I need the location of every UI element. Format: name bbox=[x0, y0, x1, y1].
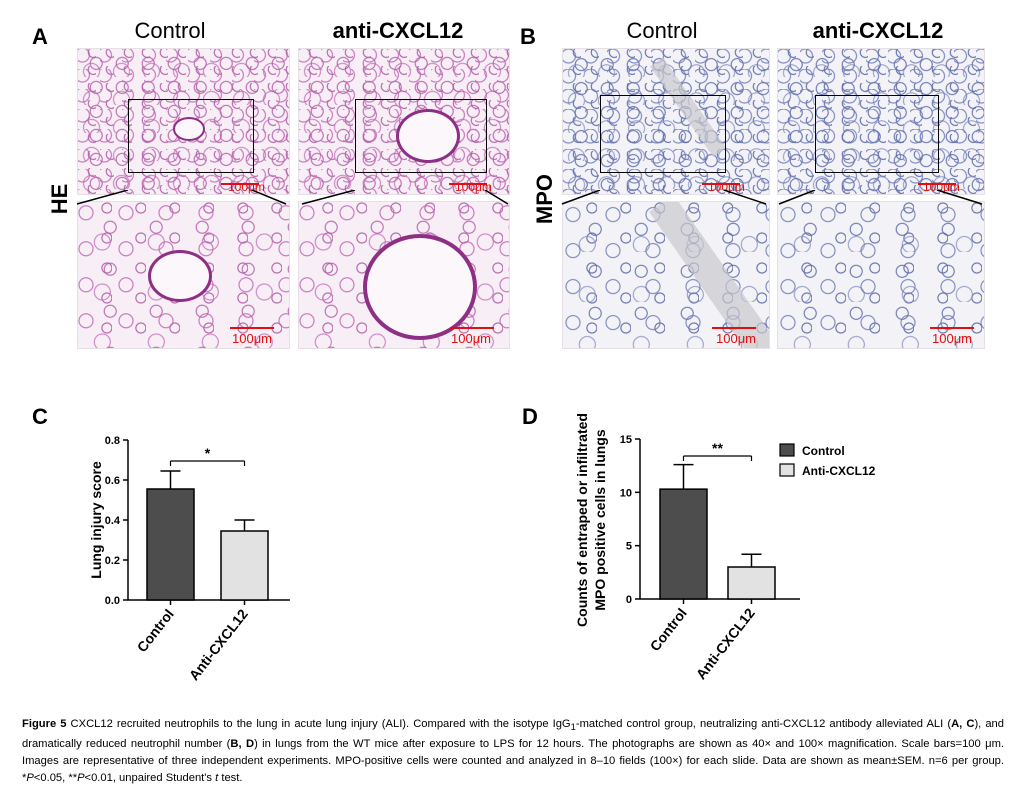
caption-label: Figure 5 bbox=[22, 718, 67, 730]
significance-marker: ** bbox=[712, 440, 723, 456]
bar bbox=[146, 488, 195, 601]
panel-label-c: C bbox=[32, 404, 48, 429]
y-axis-label: Lung injury score bbox=[88, 461, 104, 579]
scale-label: 100μm bbox=[716, 331, 757, 346]
scale-label: 100μm bbox=[451, 331, 492, 346]
bar bbox=[727, 566, 776, 600]
figure-caption: Figure 5 CXCL12 recruited neutrophils to… bbox=[22, 716, 1004, 787]
y-tick-label: 0.0 bbox=[105, 595, 120, 607]
caption-ref-sep: , bbox=[959, 718, 967, 730]
he-anti-cxcl12-zoom-image bbox=[298, 201, 510, 349]
he-anti-cxcl12-overview-image bbox=[298, 48, 510, 195]
scale-label: 100μm bbox=[232, 331, 273, 346]
scale-bar bbox=[230, 327, 274, 329]
mpo-control-zoom-image bbox=[562, 201, 770, 349]
panel-b-col-title-anti-cxcl12: anti-CXCL12 bbox=[812, 18, 944, 43]
caption-text: test. bbox=[218, 772, 243, 785]
scale-label: 100μm bbox=[708, 180, 745, 194]
scale-bar bbox=[918, 183, 956, 185]
y-tick-label: 0.6 bbox=[105, 475, 120, 487]
scale-bar bbox=[221, 183, 259, 185]
scale-bar bbox=[450, 327, 494, 329]
caption-subscript: 1 bbox=[570, 722, 576, 733]
mpo-control-zoom-box bbox=[600, 95, 726, 173]
y-axis-label: MPO positive cells in lungs bbox=[592, 429, 608, 610]
significance-marker: * bbox=[205, 445, 211, 461]
bar bbox=[220, 530, 269, 601]
caption-text: ) in lungs from the WT mice after exposu… bbox=[22, 738, 1004, 785]
panel-b-col-title-control: Control bbox=[626, 18, 698, 43]
mpo-anti-cxcl12-overview-image bbox=[777, 48, 985, 195]
panel-a-col-title-anti-cxcl12: anti-CXCL12 bbox=[332, 18, 464, 43]
legend-swatch bbox=[779, 443, 795, 457]
panel-label-b: B bbox=[520, 24, 536, 49]
caption-ref: C bbox=[966, 718, 975, 730]
y-tick-label: 5 bbox=[626, 541, 632, 553]
mpo-anti-cxcl12-zoom-box bbox=[815, 95, 939, 173]
bar bbox=[659, 488, 708, 600]
y-tick-label: 10 bbox=[620, 487, 632, 499]
y-tick-label: 15 bbox=[620, 434, 632, 446]
x-tick-label: Anti-CXCL12 bbox=[693, 605, 758, 682]
caption-italic: t bbox=[215, 772, 219, 785]
caption-italic: P bbox=[77, 772, 85, 785]
x-tick-label: Anti-CXCL12 bbox=[186, 606, 251, 683]
legend-swatch bbox=[779, 463, 795, 477]
he-control-zoom-box bbox=[128, 99, 254, 173]
caption-ref: A bbox=[951, 718, 960, 730]
x-tick-label: Control bbox=[647, 605, 690, 654]
caption-text: ), and dramatically reduced neutrophil n… bbox=[22, 718, 1005, 751]
y-tick-label: 0 bbox=[626, 594, 632, 606]
mpo-anti-cxcl12-zoom-image bbox=[777, 201, 985, 349]
he-control-zoom-image bbox=[77, 201, 290, 349]
panel-a-zoom-connectors bbox=[76, 190, 509, 205]
scale-label: 100μm bbox=[923, 180, 960, 194]
scale-bar bbox=[930, 327, 974, 329]
mpo-control-overview-image bbox=[562, 48, 770, 195]
y-tick-label: 0.2 bbox=[105, 555, 120, 567]
legend-label: Anti-CXCL12 bbox=[802, 464, 876, 478]
panel-a-col-title-control: Control bbox=[134, 18, 206, 43]
caption-ref: D bbox=[245, 738, 255, 751]
caption-ref-sep: , bbox=[238, 738, 246, 751]
caption-text: -matched control group, neutralizing ant… bbox=[575, 718, 952, 730]
scale-label: 100μm bbox=[455, 180, 492, 194]
caption-ref: B bbox=[230, 738, 239, 751]
legend-label: Control bbox=[802, 444, 845, 458]
scale-bar bbox=[712, 327, 756, 329]
caption-text: CXCL12 recruited neutrophils to the lung… bbox=[66, 718, 571, 730]
panel-label-d: D bbox=[522, 404, 538, 429]
y-tick-label: 0.8 bbox=[105, 435, 120, 447]
x-tick-label: Control bbox=[134, 606, 177, 655]
y-axis-label: Counts of entraped or infiltrated bbox=[574, 413, 590, 627]
panel-b-zoom-connectors bbox=[561, 190, 983, 205]
panel-label-a: A bbox=[32, 24, 48, 49]
scale-label: 100μm bbox=[228, 180, 265, 194]
caption-text: <0.05, ** bbox=[33, 772, 78, 785]
scale-label: 100μm bbox=[932, 331, 973, 346]
caption-text: <0.01, unpaired Student's bbox=[84, 772, 216, 785]
scale-bar bbox=[702, 183, 740, 185]
caption-italic: P bbox=[26, 772, 34, 785]
scale-bar bbox=[449, 183, 487, 185]
y-tick-label: 0.4 bbox=[105, 515, 121, 527]
he-anti-cxcl12-zoom-box bbox=[355, 99, 487, 173]
lung-injury-score-chart: 0.0 0.2 0.4 0.6 0.8 Control Anti-CXCL12 * Lung i… bbox=[88, 435, 290, 683]
